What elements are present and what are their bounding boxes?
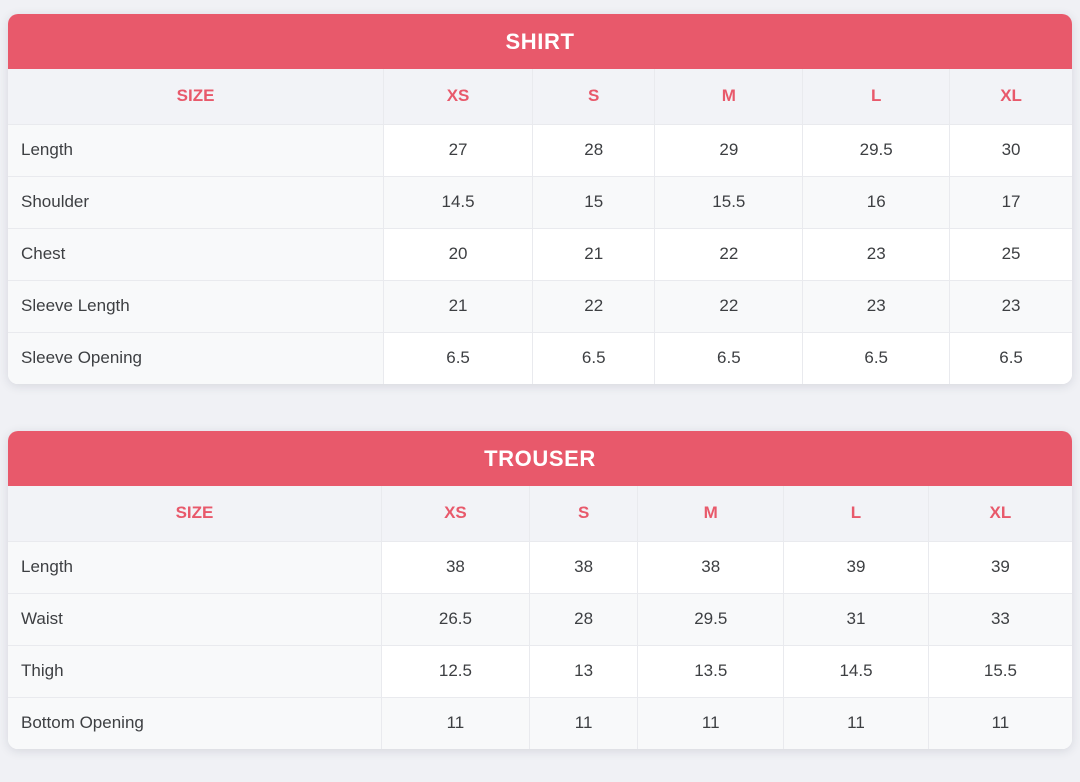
column-header-size: SIZE <box>8 69 385 125</box>
cell-value: 6.5 <box>654 331 804 384</box>
cell-value: 22 <box>654 279 804 333</box>
cell-value: 6.5 <box>532 331 656 384</box>
column-header-xl: XL <box>949 69 1072 125</box>
row-label: Thigh <box>8 644 382 698</box>
row-label: Shoulder <box>8 175 385 229</box>
size-chart-table-shirt: SIZE XS S M L XL Length 27 28 29 29.5 30 Shoulder 14.… <box>8 69 1072 384</box>
column-header-m: M <box>654 69 804 125</box>
cell-value: 26.5 <box>380 592 530 646</box>
cell-value: 17 <box>949 175 1072 229</box>
table-row: Shoulder 14.5 15 15.5 16 17 <box>8 175 1072 229</box>
cell-value: 11 <box>380 696 530 749</box>
size-chart-page: SHIRT SIZE XS S M L XL Length 27 28 29 29.5 30 Should… <box>0 14 1080 749</box>
cell-value: 28 <box>532 123 656 177</box>
table-row: Bottom Opening 11 11 11 11 11 <box>8 696 1072 749</box>
table-row: Chest 20 21 22 23 25 <box>8 227 1072 281</box>
cell-value: 14.5 <box>783 644 929 698</box>
cell-value: 15.5 <box>654 175 804 229</box>
cell-value: 38 <box>380 540 530 594</box>
table-row: Waist 26.5 28 29.5 31 33 <box>8 592 1072 646</box>
size-chart-table-trouser: SIZE XS S M L XL Length 38 38 38 39 39 Waist 26.5 28 29… <box>8 486 1072 749</box>
table-body: Length 27 28 29 29.5 30 Shoulder 14.5 15 15.5 16 17… <box>8 123 1072 384</box>
cell-value: 29.5 <box>802 123 951 177</box>
column-header-m: M <box>637 486 785 542</box>
table-row: Length 27 28 29 29.5 30 <box>8 123 1072 177</box>
cell-value: 20 <box>383 227 534 281</box>
table-row: Sleeve Opening 6.5 6.5 6.5 6.5 6.5 <box>8 331 1072 384</box>
cell-value: 11 <box>528 696 639 749</box>
row-label: Waist <box>8 592 382 646</box>
table-row: Length 38 38 38 39 39 <box>8 540 1072 594</box>
cell-value: 38 <box>637 540 785 594</box>
column-header-s: S <box>528 486 639 542</box>
chart-title-shirt: SHIRT <box>8 14 1072 69</box>
cell-value: 31 <box>783 592 929 646</box>
column-header-l: L <box>802 69 951 125</box>
cell-value: 33 <box>927 592 1072 646</box>
cell-value: 6.5 <box>383 331 534 384</box>
column-header-xs: XS <box>383 69 534 125</box>
cell-value: 38 <box>528 540 639 594</box>
cell-value: 12.5 <box>380 644 530 698</box>
cell-value: 13 <box>528 644 639 698</box>
row-label: Chest <box>8 227 385 281</box>
row-label: Bottom Opening <box>8 696 382 749</box>
row-label: Length <box>8 540 382 594</box>
column-header-size: SIZE <box>8 486 382 542</box>
cell-value: 21 <box>532 227 656 281</box>
row-label: Sleeve Opening <box>8 331 385 384</box>
table-header: SIZE XS S M L XL <box>8 69 1072 125</box>
cell-value: 11 <box>927 696 1072 749</box>
cell-value: 15.5 <box>927 644 1072 698</box>
size-chart-card-shirt: SHIRT SIZE XS S M L XL Length 27 28 29 29.5 30 Should… <box>8 14 1072 384</box>
header-row: SIZE XS S M L XL <box>8 486 1072 542</box>
cell-value: 28 <box>528 592 639 646</box>
cell-value: 21 <box>383 279 534 333</box>
cell-value: 27 <box>383 123 534 177</box>
chart-title-trouser: TROUSER <box>8 431 1072 486</box>
cell-value: 39 <box>927 540 1072 594</box>
cell-value: 23 <box>802 279 951 333</box>
cell-value: 23 <box>802 227 951 281</box>
cell-value: 11 <box>637 696 785 749</box>
cell-value: 11 <box>783 696 929 749</box>
cell-value: 29 <box>654 123 804 177</box>
cell-value: 22 <box>654 227 804 281</box>
row-label: Sleeve Length <box>8 279 385 333</box>
cell-value: 22 <box>532 279 656 333</box>
column-header-xl: XL <box>927 486 1072 542</box>
column-header-s: S <box>532 69 656 125</box>
cell-value: 13.5 <box>637 644 785 698</box>
cell-value: 15 <box>532 175 656 229</box>
cell-value: 6.5 <box>949 331 1072 384</box>
table-body: Length 38 38 38 39 39 Waist 26.5 28 29.5 31 33 Thigh… <box>8 540 1072 749</box>
cell-value: 30 <box>949 123 1072 177</box>
cell-value: 25 <box>949 227 1072 281</box>
table-header: SIZE XS S M L XL <box>8 486 1072 542</box>
cell-value: 16 <box>802 175 951 229</box>
cell-value: 6.5 <box>802 331 951 384</box>
row-label: Length <box>8 123 385 177</box>
table-row: Thigh 12.5 13 13.5 14.5 15.5 <box>8 644 1072 698</box>
size-chart-card-trouser: TROUSER SIZE XS S M L XL Length 38 38 38 39 39 Waist 2… <box>8 431 1072 749</box>
cell-value: 23 <box>949 279 1072 333</box>
cell-value: 39 <box>783 540 929 594</box>
table-row: Sleeve Length 21 22 22 23 23 <box>8 279 1072 333</box>
header-row: SIZE XS S M L XL <box>8 69 1072 125</box>
cell-value: 14.5 <box>383 175 534 229</box>
column-header-xs: XS <box>380 486 530 542</box>
column-header-l: L <box>783 486 929 542</box>
cell-value: 29.5 <box>637 592 785 646</box>
